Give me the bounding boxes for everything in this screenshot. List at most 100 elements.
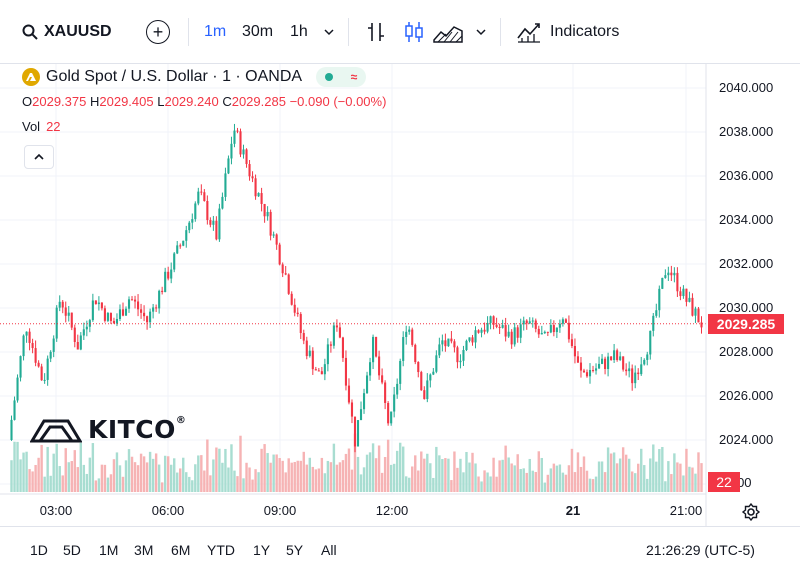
volume-bar	[612, 452, 616, 492]
price-tick-label: 2040.000	[719, 80, 774, 95]
volume-bar	[423, 458, 426, 492]
volume-bar	[163, 455, 167, 492]
timeframe-1m[interactable]: 1m	[204, 23, 227, 40]
candle	[359, 401, 363, 421]
volume-bar	[160, 482, 164, 492]
candle	[140, 303, 143, 319]
volume-bar	[537, 451, 540, 492]
bar-chart-icon[interactable]	[364, 20, 388, 44]
volume-bar	[513, 465, 516, 492]
volume-bar	[209, 475, 212, 492]
candle	[619, 351, 622, 362]
bottom-toolbar: 1D 5D 1M 3M 6M YTD 1Y 5Y All 21:26:29 (U…	[0, 526, 800, 567]
candle	[661, 277, 664, 290]
range-ytd[interactable]: YTD	[207, 542, 235, 558]
candle	[525, 319, 528, 330]
area-chart-icon[interactable]	[432, 20, 464, 44]
candle	[161, 286, 164, 295]
volume-bar	[215, 447, 218, 492]
volume-bar	[67, 462, 70, 492]
range-5d[interactable]: 5D	[63, 542, 81, 558]
candle	[522, 316, 525, 331]
collapse-legend-button[interactable]	[24, 145, 54, 169]
candle	[519, 318, 522, 344]
candle	[700, 316, 703, 334]
volume-bar	[450, 480, 453, 492]
chevron-down-icon[interactable]	[474, 20, 488, 44]
volume-bar	[212, 459, 215, 492]
volume-bar	[588, 478, 592, 492]
volume-bar	[19, 459, 22, 492]
price-chart[interactable]	[0, 0, 800, 526]
symbol-search[interactable]: XAUUSD	[22, 18, 112, 46]
candle	[625, 363, 628, 376]
volume-bar	[70, 461, 73, 492]
candle	[552, 320, 555, 337]
candle	[308, 345, 311, 358]
volume-bar	[173, 458, 176, 492]
indicators-button[interactable]: Indicators	[516, 18, 619, 46]
range-1m[interactable]: 1M	[99, 542, 119, 558]
candle	[121, 302, 125, 317]
volume-bar	[185, 472, 188, 492]
candle	[540, 325, 543, 335]
volume-bar	[429, 463, 432, 492]
candle	[411, 327, 414, 347]
range-6m[interactable]: 6M	[171, 542, 191, 558]
candle	[146, 315, 149, 330]
candle	[513, 322, 516, 347]
candle	[64, 301, 67, 323]
volume-bar	[676, 462, 679, 492]
candle	[194, 201, 197, 222]
volume-bar	[341, 460, 345, 492]
candle	[369, 357, 372, 381]
candle	[610, 356, 613, 361]
candle	[67, 306, 70, 322]
volume-bar	[145, 462, 149, 492]
market-status-badge[interactable]: ≈	[316, 67, 367, 87]
settings-gear-icon[interactable]	[741, 502, 761, 522]
compare-add-icon[interactable]: +	[146, 20, 170, 44]
candle	[109, 312, 112, 325]
volume-bar	[624, 454, 628, 492]
volume-bar	[79, 442, 83, 492]
time-tick-label: 12:00	[375, 503, 409, 518]
volume-bar	[13, 441, 16, 492]
volume-bar	[600, 461, 604, 492]
clock-timezone[interactable]: 21:26:29 (UTC-5)	[646, 542, 755, 558]
candle	[197, 187, 200, 206]
open-key: O	[22, 94, 33, 109]
volume-bar	[540, 457, 544, 492]
candle	[667, 266, 670, 281]
candle	[97, 296, 100, 311]
volume-bar	[362, 467, 366, 492]
time-tick-label: 03:00	[39, 503, 73, 518]
price-tick-label: 2024.000	[719, 432, 774, 447]
volume-bar	[474, 463, 477, 492]
chevron-down-icon[interactable]	[322, 20, 336, 44]
volume-value: 22	[46, 119, 61, 134]
timeframe-30m[interactable]: 30m	[242, 23, 274, 40]
price-tick-label: 2026.000	[719, 388, 774, 403]
range-1y[interactable]: 1Y	[253, 542, 271, 558]
candle	[417, 361, 420, 378]
timeframe-1h[interactable]: 1h	[290, 23, 308, 40]
candle	[628, 361, 631, 378]
volume-bar	[700, 463, 703, 492]
candle	[664, 269, 667, 279]
candle	[444, 333, 447, 352]
range-1d[interactable]: 1D	[30, 542, 48, 558]
candle	[254, 174, 257, 200]
time-tick-label: 21	[565, 503, 581, 518]
volume-bar	[169, 464, 173, 492]
volume-bar	[218, 448, 221, 492]
range-5y[interactable]: 5Y	[286, 542, 304, 558]
range-3m[interactable]: 3M	[134, 542, 154, 558]
candle	[136, 294, 140, 317]
candle	[456, 345, 459, 369]
candle	[576, 351, 580, 364]
candles-icon[interactable]	[402, 20, 426, 44]
volume-bar	[507, 457, 510, 492]
candle	[25, 331, 28, 343]
range-all[interactable]: All	[321, 542, 337, 558]
